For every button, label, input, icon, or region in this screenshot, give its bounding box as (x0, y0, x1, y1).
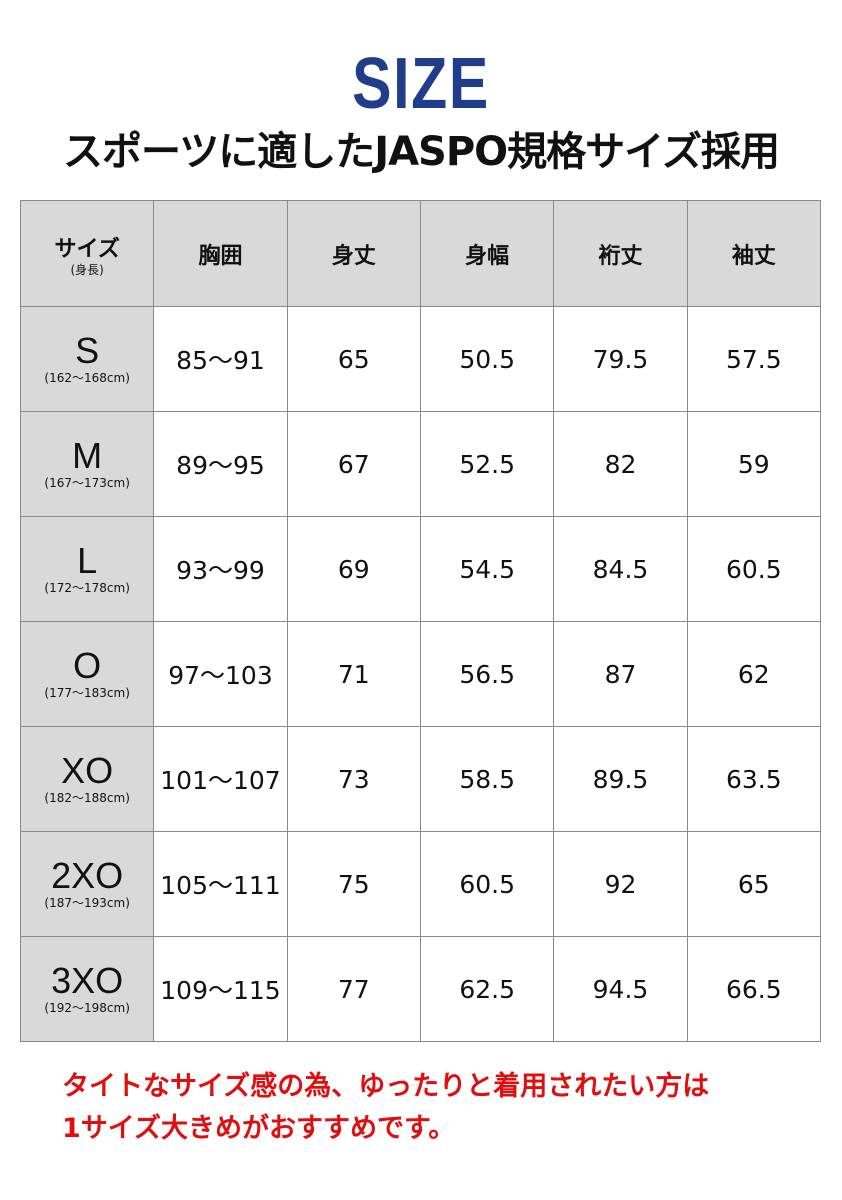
value-cell: 89.5 (553, 726, 688, 832)
value-cell: 97〜103 (153, 621, 288, 727)
size-label: O (73, 645, 102, 686)
value-cell: 57.5 (686, 306, 822, 412)
value-cell: 63.5 (686, 726, 822, 832)
value-cell: 60.5 (419, 831, 555, 937)
value-cell: 109〜115 (153, 936, 288, 1042)
value-cell: 89〜95 (153, 411, 288, 517)
table-row: S (162〜168cm) 85〜91 65 50.5 79.5 57.5 (19, 306, 822, 412)
size-cell: 3XO (192〜198cm) (19, 936, 155, 1042)
page-subtitle: スポーツに適したJASPO規格サイズ採用 (63, 129, 780, 175)
table-row: XO (182〜188cm) 101〜107 73 58.5 89.5 63.5 (19, 726, 822, 832)
value-cell: 85〜91 (153, 306, 288, 412)
value-cell: 105〜111 (153, 831, 288, 937)
fit-note-line1: タイトなサイズ感の為、ゆったりと着用されたい方は (62, 1071, 710, 1102)
value-cell: 67 (286, 411, 421, 517)
height-range: (182〜188cm) (44, 791, 130, 805)
table-row: 2XO (187〜193cm) 105〜111 75 60.5 92 65 (19, 831, 822, 937)
value-cell: 92 (553, 831, 688, 937)
size-label: 3XO (51, 960, 124, 1001)
height-range: (192〜198cm) (44, 1001, 130, 1015)
header-size: サイズ (身長) (19, 200, 155, 307)
value-cell: 84.5 (553, 516, 688, 622)
size-cell: M (167〜173cm) (19, 411, 155, 517)
fit-note: タイトなサイズ感の為、ゆったりと着用されたい方は 1サイズ大きめがおすすめです。 (62, 1066, 709, 1150)
value-cell: 79.5 (553, 306, 688, 412)
value-cell: 73 (286, 726, 421, 832)
value-cell: 71 (286, 621, 421, 727)
height-range: (187〜193cm) (44, 896, 130, 910)
height-range: (167〜173cm) (44, 476, 130, 490)
size-label: M (72, 435, 103, 476)
header-yuki: 裄丈 (553, 200, 688, 307)
header-width: 身幅 (419, 200, 555, 307)
size-table: サイズ (身長) 胸囲 身丈 身幅 裄丈 袖丈 S (162〜168cm) 85〜9… (19, 200, 822, 1042)
value-cell: 56.5 (419, 621, 555, 727)
size-label: S (75, 330, 100, 371)
size-cell: XO (182〜188cm) (19, 726, 155, 832)
size-label: XO (61, 750, 114, 791)
value-cell: 87 (553, 621, 688, 727)
value-cell: 50.5 (419, 306, 555, 412)
size-cell: L (172〜178cm) (19, 516, 155, 622)
size-cell: O (177〜183cm) (19, 621, 155, 727)
height-range: (162〜168cm) (44, 371, 130, 385)
height-range: (172〜178cm) (44, 581, 130, 595)
value-cell: 66.5 (686, 936, 822, 1042)
table-header-row: サイズ (身長) 胸囲 身丈 身幅 裄丈 袖丈 (19, 200, 822, 307)
value-cell: 93〜99 (153, 516, 288, 622)
value-cell: 52.5 (419, 411, 555, 517)
value-cell: 82 (553, 411, 688, 517)
value-cell: 77 (286, 936, 421, 1042)
size-cell: 2XO (187〜193cm) (19, 831, 155, 937)
table-row: 3XO (192〜198cm) 109〜115 77 62.5 94.5 66.5 (19, 936, 822, 1042)
size-cell: S (162〜168cm) (19, 306, 155, 412)
value-cell: 65 (286, 306, 421, 412)
value-cell: 58.5 (419, 726, 555, 832)
height-range: (177〜183cm) (44, 686, 130, 700)
header-chest: 胸囲 (153, 200, 288, 307)
value-cell: 94.5 (553, 936, 688, 1042)
fit-note-line2: 1サイズ大きめがおすすめです。 (62, 1113, 456, 1144)
size-label: 2XO (51, 855, 124, 896)
value-cell: 60.5 (686, 516, 822, 622)
table-row: M (167〜173cm) 89〜95 67 52.5 82 59 (19, 411, 822, 517)
value-cell: 101〜107 (153, 726, 288, 832)
value-cell: 59 (686, 411, 822, 517)
header-sleeve: 袖丈 (686, 200, 822, 307)
size-label: L (77, 540, 98, 581)
page-title: SIZE (352, 44, 490, 124)
header-size-label: サイズ (54, 236, 120, 262)
value-cell: 62 (686, 621, 822, 727)
value-cell: 65 (686, 831, 822, 937)
value-cell: 62.5 (419, 936, 555, 1042)
table-row: O (177〜183cm) 97〜103 71 56.5 87 62 (19, 621, 822, 727)
value-cell: 54.5 (419, 516, 555, 622)
header-length: 身丈 (286, 200, 421, 307)
value-cell: 69 (286, 516, 421, 622)
value-cell: 75 (286, 831, 421, 937)
header-size-sub: (身長) (70, 262, 104, 277)
table-row: L (172〜178cm) 93〜99 69 54.5 84.5 60.5 (19, 516, 822, 622)
